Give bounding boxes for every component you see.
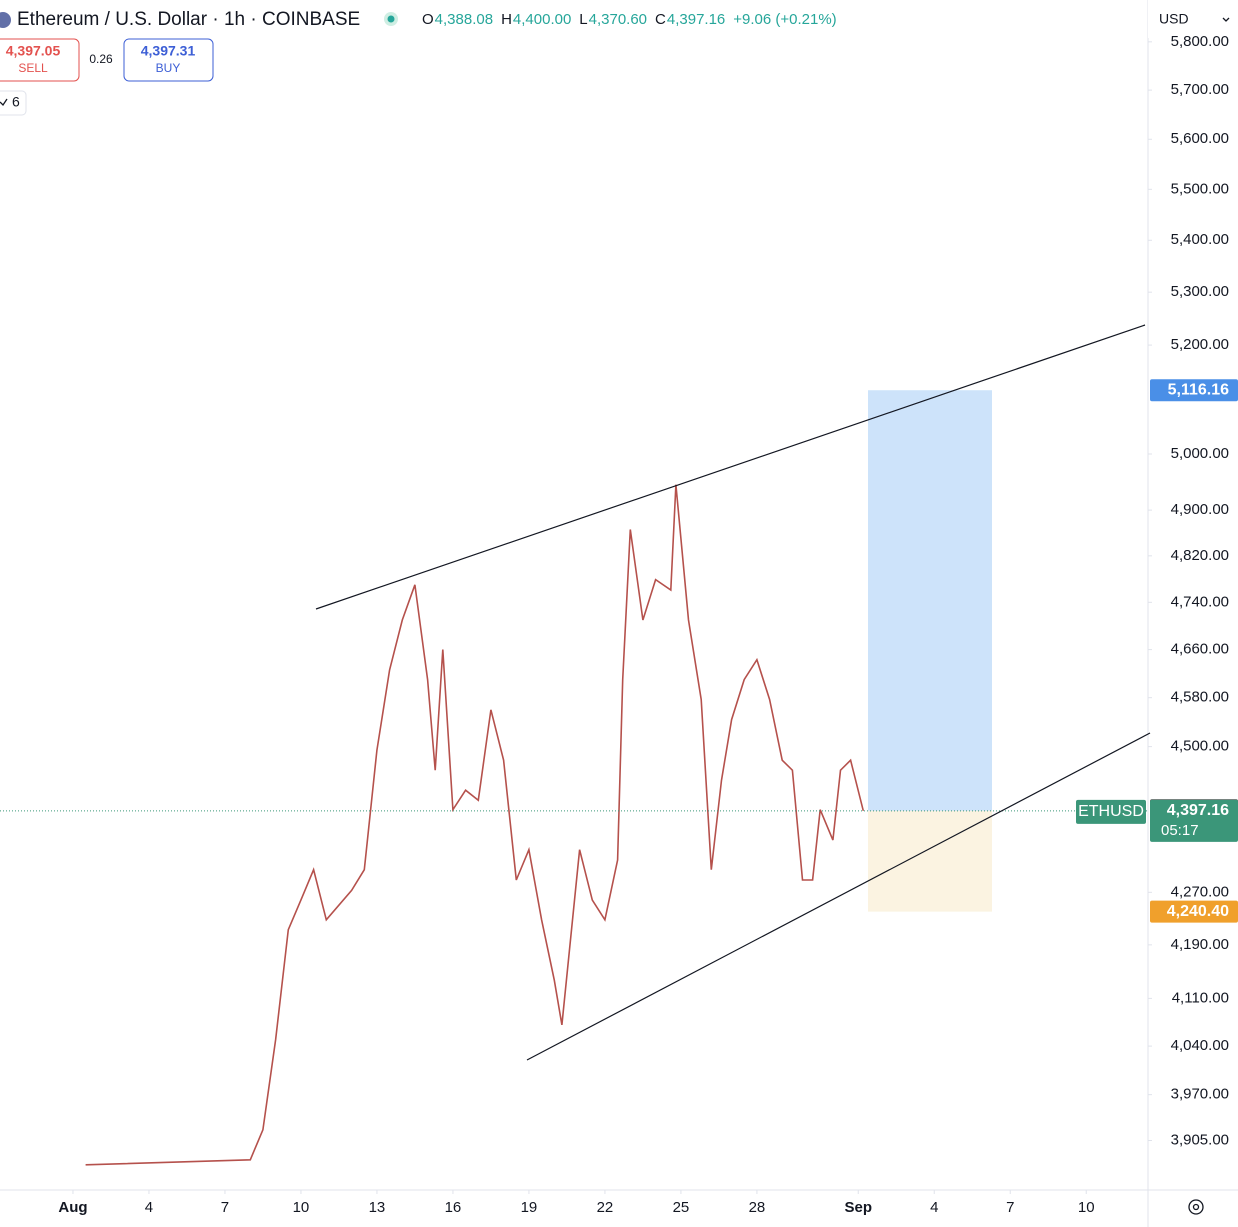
sell-price: 4,397.05 [6,43,61,59]
price-label: 5,116.16 [1168,381,1230,398]
x-tick-label: 25 [673,1199,690,1216]
y-tick-label: 4,820.00 [1171,547,1229,564]
x-tick-label: 10 [1078,1199,1095,1216]
y-tick-label: 5,300.00 [1171,283,1229,300]
ohlc-value: 4,370.60 [589,11,647,28]
settings-icon-center [1192,1203,1200,1211]
y-tick-label: 4,190.00 [1171,936,1229,953]
y-tick-label: 3,970.00 [1171,1086,1229,1103]
x-tick-label: 19 [521,1199,538,1216]
y-tick-label: 3,905.00 [1171,1131,1229,1148]
ohlc-key: H [501,11,512,28]
sell-button[interactable] [0,38,80,82]
trend-line [526,732,1151,1061]
plot [0,390,1148,1166]
x-tick-label: Sep [844,1199,872,1216]
currency-box [1148,0,1238,38]
y-tick-label: 5,500.00 [1171,180,1229,197]
currency[interactable]: USD [1159,11,1189,27]
indicators-count: 6 [12,94,20,110]
change: +9.06 (+0.21%) [733,11,836,28]
loss-zone [868,810,992,912]
ohlc-value: 4,388.08 [435,11,493,28]
y-tick-label: 4,660.00 [1171,641,1229,658]
indicators-toggle[interactable] [0,90,27,116]
dropdown-arrow [1222,17,1230,22]
series-tag-box [1076,799,1146,824]
price-label-box [1150,900,1238,923]
price-label: 4,240.40 [1167,903,1229,920]
buy-price: 4,397.31 [141,43,196,59]
x-tick-label: 7 [1006,1199,1014,1216]
buy-button[interactable] [123,38,214,82]
chevron [0,98,8,107]
price-label-box [1150,379,1238,402]
series-tag: ETHUSD [1078,803,1144,820]
price-label-box [1150,799,1238,842]
x-tick-label: 28 [749,1199,766,1216]
trend-line [315,324,1146,610]
ohlc-key: L [579,11,587,28]
sell-label: SELL [18,61,48,75]
profit-zone [868,390,992,811]
x-tick-label: 16 [445,1199,462,1216]
y-tick-label: 5,000.00 [1171,445,1229,462]
x-tick-label: 4 [930,1199,938,1216]
ohlc-value: 4,400.00 [513,11,571,28]
y-tick-label: 4,740.00 [1171,593,1229,610]
y-tick-label: 5,700.00 [1171,81,1229,98]
x-tick-label: 22 [597,1199,614,1216]
y-tick-label: 4,900.00 [1171,501,1229,518]
y-tick-label: 4,270.00 [1171,883,1229,900]
x-tick-label: Aug [58,1199,87,1216]
spread: 0.26 [89,52,113,66]
y-tick-label: 4,580.00 [1171,689,1229,706]
y-tick-label: 4,500.00 [1171,738,1229,755]
x-tick-label: 13 [369,1199,386,1216]
market-status-dot [387,15,395,23]
buy-label: BUY [156,61,181,75]
y-tick-label: 5,400.00 [1171,231,1229,248]
ohlc: O 4,388.08 H 4,400.00 L 4,370.60 C 4,397.16 +9.0… [422,11,837,28]
settings-icon[interactable] [1188,1199,1204,1215]
price-label: 4,397.16 [1167,802,1229,819]
x-tick-label: 10 [293,1199,310,1216]
symbol-title[interactable]: Ethereum / U.S. Dollar · 1h · COINBASE [17,9,360,30]
countdown: 05:17 [1161,822,1199,839]
y-tick-label: 5,200.00 [1171,336,1229,353]
y-tick-label: 4,110.00 [1172,989,1229,1006]
ohlc-key: C [655,11,666,28]
x-tick-label: 4 [145,1199,153,1216]
ohlc-value: 4,397.16 [667,11,725,28]
y-tick-label: 5,600.00 [1171,130,1229,147]
y-tick-label: 4,040.00 [1171,1037,1229,1054]
y-tick-label: 5,800.00 [1171,33,1229,50]
ohlc-key: O [422,11,434,28]
price-line [85,484,865,1166]
symbol-icon [0,12,11,28]
x-tick-label: 7 [221,1199,229,1216]
